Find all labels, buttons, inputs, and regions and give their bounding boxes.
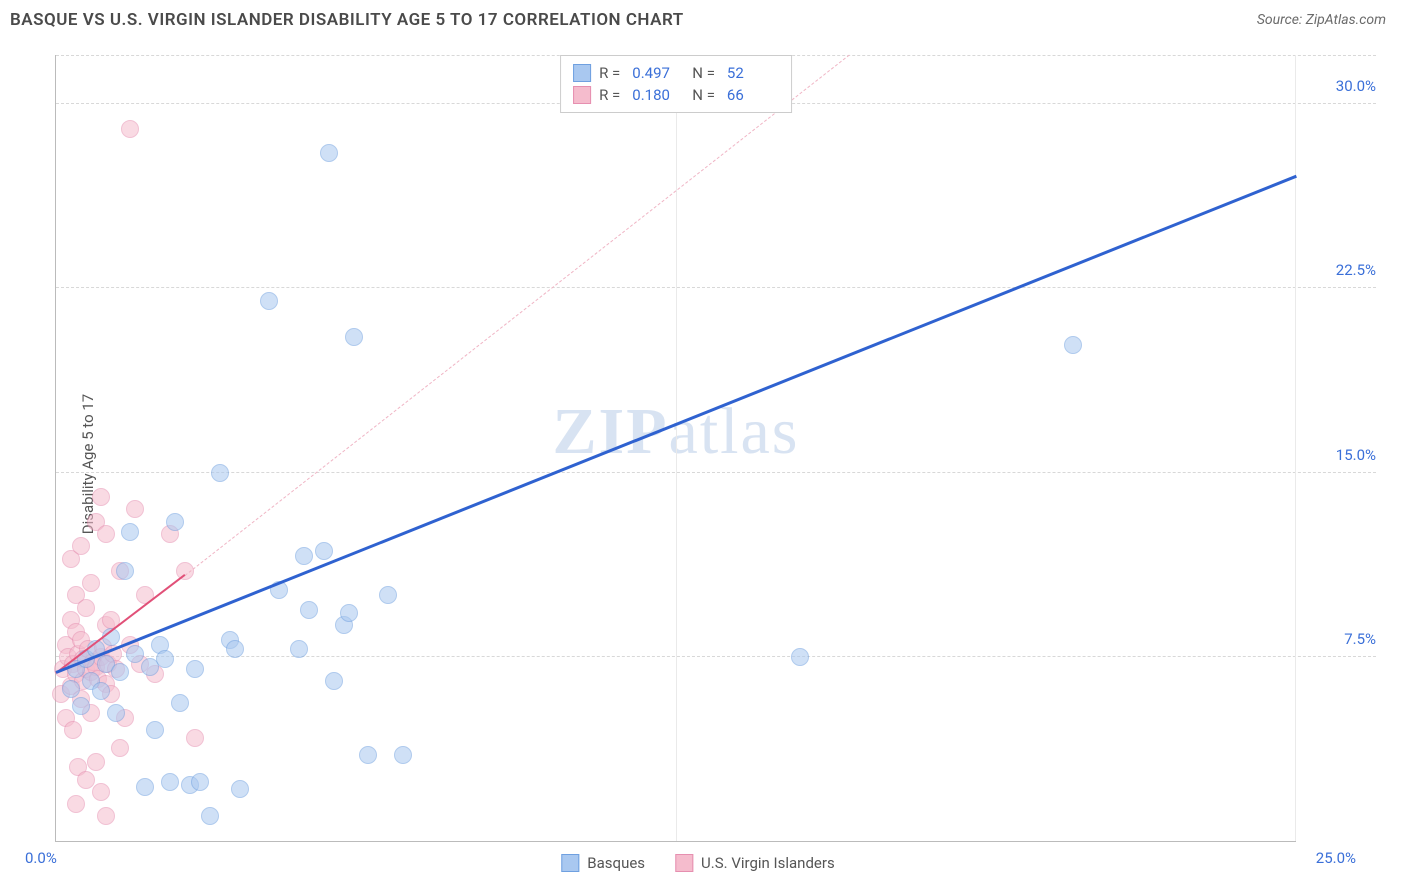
scatter-point: [186, 729, 204, 747]
legend-label: Basques: [587, 854, 645, 872]
chart-title: BASQUE VS U.S. VIRGIN ISLANDER DISABILIT…: [10, 10, 684, 30]
legend-n-label: N =: [692, 64, 715, 82]
scatter-point: [97, 525, 115, 543]
chart-area: Disability Age 5 to 17 ZIPatlas R =0.497…: [10, 45, 1386, 882]
legend-label: U.S. Virgin Islanders: [701, 854, 835, 872]
scatter-point: [126, 500, 144, 518]
scatter-point: [211, 464, 229, 482]
scatter-point: [290, 640, 308, 658]
y-tick-label: 22.5%: [1306, 261, 1376, 279]
plot-area: ZIPatlas R =0.497N =52R =0.180N =66 7.5%…: [55, 55, 1296, 842]
legend-row: R = 0.180 N = 66: [573, 84, 779, 106]
legend-r-label: R =: [599, 64, 620, 82]
legend-r-label: R =: [599, 86, 620, 104]
scatter-point: [67, 795, 85, 813]
scatter-point: [379, 586, 397, 604]
scatter-point: [64, 721, 82, 739]
scatter-point: [166, 513, 184, 531]
legend-swatch: [573, 64, 591, 82]
scatter-point: [231, 780, 249, 798]
legend-item: Basques: [561, 854, 645, 872]
scatter-point: [325, 672, 343, 690]
scatter-point: [226, 640, 244, 658]
scatter-point: [146, 721, 164, 739]
scatter-point: [92, 488, 110, 506]
chart-header: BASQUE VS U.S. VIRGIN ISLANDER DISABILIT…: [0, 0, 1406, 40]
scatter-point: [320, 144, 338, 162]
scatter-point: [340, 604, 358, 622]
scatter-point: [345, 328, 363, 346]
legend-r-value: 0.497: [632, 64, 684, 82]
scatter-point: [315, 542, 333, 560]
scatter-point: [72, 697, 90, 715]
scatter-point: [156, 650, 174, 668]
gridline-horizontal: [56, 472, 1376, 473]
y-tick-label: 30.0%: [1306, 77, 1376, 95]
scatter-point: [1064, 336, 1082, 354]
scatter-point: [161, 773, 179, 791]
scatter-point: [121, 120, 139, 138]
gridline-horizontal: [56, 287, 1376, 288]
scatter-point: [295, 547, 313, 565]
legend-n-label: N =: [692, 86, 715, 104]
scatter-point: [126, 645, 144, 663]
scatter-point: [201, 807, 219, 825]
scatter-point: [72, 537, 90, 555]
correlation-legend: R = 0.497 N = 52 R = 0.180 N = 66: [560, 55, 792, 113]
trend-line: [185, 54, 850, 576]
legend-item: U.S. Virgin Islanders: [675, 854, 835, 872]
legend-row: R = 0.497 N = 52: [573, 62, 779, 84]
legend-swatch: [573, 86, 591, 104]
scatter-point: [82, 574, 100, 592]
scatter-point: [121, 523, 139, 541]
gridline-horizontal: [56, 656, 1376, 657]
gridline-vertical: [1295, 55, 1296, 841]
scatter-point: [359, 746, 377, 764]
legend-swatch: [675, 854, 693, 872]
scatter-point: [111, 663, 129, 681]
scatter-point: [97, 807, 115, 825]
scatter-point: [136, 586, 154, 604]
scatter-point: [92, 682, 110, 700]
series-legend: Basques U.S. Virgin Islanders: [561, 854, 834, 872]
x-tick-origin: 0.0%: [25, 849, 57, 867]
chart-source: Source: ZipAtlas.com: [1257, 12, 1386, 28]
legend-n-value: 66: [727, 86, 779, 104]
scatter-point: [191, 773, 209, 791]
scatter-point: [87, 753, 105, 771]
scatter-point: [300, 601, 318, 619]
scatter-point: [186, 660, 204, 678]
scatter-point: [394, 746, 412, 764]
legend-r-value: 0.180: [632, 86, 684, 104]
scatter-point: [136, 778, 154, 796]
scatter-point: [77, 599, 95, 617]
y-tick-label: 15.0%: [1306, 446, 1376, 464]
scatter-point: [260, 292, 278, 310]
gridline-vertical: [676, 55, 677, 841]
scatter-point: [107, 704, 125, 722]
legend-n-value: 52: [727, 64, 779, 82]
scatter-point: [62, 680, 80, 698]
scatter-point: [791, 648, 809, 666]
scatter-point: [111, 739, 129, 757]
scatter-point: [171, 694, 189, 712]
y-tick-label: 7.5%: [1306, 630, 1376, 648]
legend-swatch: [561, 854, 579, 872]
scatter-point: [92, 783, 110, 801]
x-tick-max: 25.0%: [1316, 849, 1356, 867]
scatter-point: [116, 562, 134, 580]
scatter-point: [77, 771, 95, 789]
